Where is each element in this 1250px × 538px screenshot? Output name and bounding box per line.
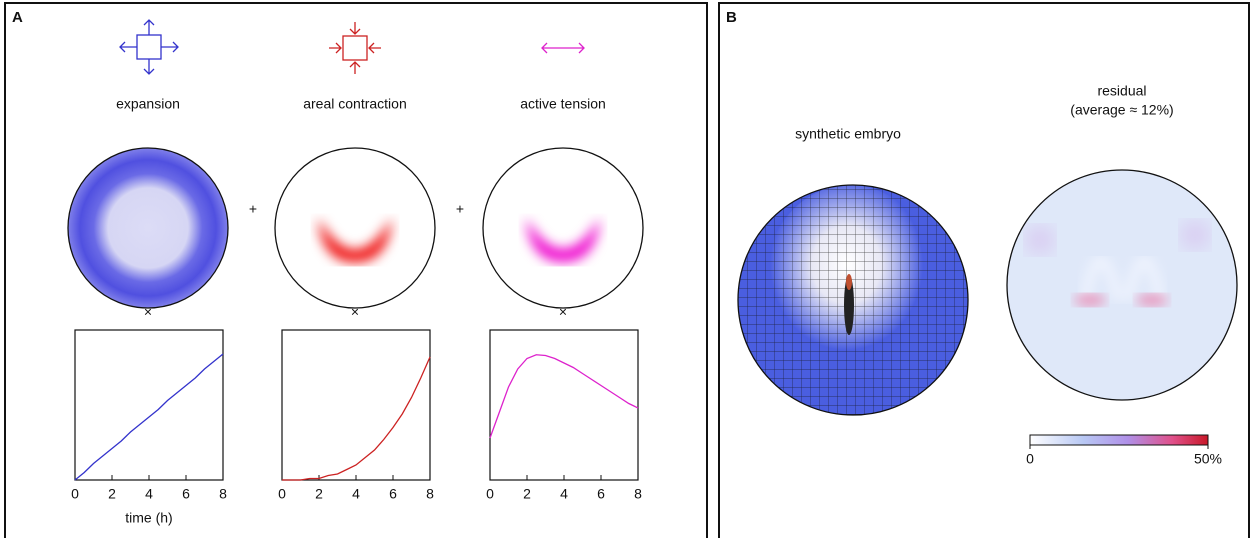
contraction-pattern bbox=[274, 147, 436, 309]
embryo-outline bbox=[737, 184, 969, 416]
colorbar bbox=[1029, 434, 1209, 446]
x-tick-label: 6 bbox=[597, 486, 605, 502]
chart-title: expansion bbox=[116, 96, 180, 112]
x-tick-label: 0 bbox=[278, 486, 286, 502]
x-tick-label: 6 bbox=[182, 486, 190, 502]
x-tick-label: 2 bbox=[315, 486, 323, 502]
tension-crescent bbox=[526, 218, 600, 262]
x-tick-label: 8 bbox=[219, 486, 227, 502]
tension-pattern bbox=[482, 147, 644, 309]
image-title: (average ≈ 12%) bbox=[1070, 102, 1173, 118]
line bbox=[282, 356, 431, 481]
chart-title: areal contraction bbox=[303, 96, 407, 112]
contraction-icon bbox=[329, 22, 381, 74]
panel-label: B bbox=[726, 9, 737, 26]
times-sign: × bbox=[351, 304, 359, 320]
x-tick-label: 6 bbox=[389, 486, 397, 502]
expansion-icon bbox=[119, 19, 179, 75]
line bbox=[74, 353, 224, 481]
chart-title: active tension bbox=[520, 96, 606, 112]
x-tick-label: 2 bbox=[108, 486, 116, 502]
times-sign: × bbox=[144, 304, 152, 320]
contraction-crescent bbox=[318, 218, 392, 262]
x-tick-label: 8 bbox=[426, 486, 434, 502]
x-tick-label: 4 bbox=[560, 486, 568, 502]
x-tick-label: 2 bbox=[523, 486, 531, 502]
panel-frame bbox=[718, 2, 1250, 538]
colorbar-tick-label: 0 bbox=[1026, 451, 1034, 467]
x-tick-label: 0 bbox=[71, 486, 79, 502]
times-sign: × bbox=[559, 304, 567, 320]
panel-label: A bbox=[12, 9, 23, 26]
plot-frame bbox=[489, 329, 639, 481]
image-title: residual bbox=[1097, 83, 1146, 99]
residual-map bbox=[1007, 170, 1237, 400]
expansion-pattern bbox=[67, 147, 229, 309]
plus-sign: + bbox=[456, 201, 464, 217]
tension-icon bbox=[541, 42, 585, 54]
colorbar-tick-label: 50% bbox=[1194, 451, 1222, 467]
panel-frame bbox=[4, 2, 708, 538]
x-tick-label: 4 bbox=[352, 486, 360, 502]
synthetic-embryo bbox=[738, 185, 968, 415]
x-tick-label: 0 bbox=[486, 486, 494, 502]
residual-outline bbox=[1006, 169, 1238, 401]
x-tick-label: 4 bbox=[145, 486, 153, 502]
image-title: synthetic embryo bbox=[795, 126, 901, 142]
x-tick-label: 8 bbox=[634, 486, 642, 502]
x-axis-label: time (h) bbox=[125, 510, 172, 526]
plus-sign: + bbox=[249, 201, 257, 217]
plot-frame bbox=[74, 329, 224, 481]
line bbox=[489, 354, 639, 439]
